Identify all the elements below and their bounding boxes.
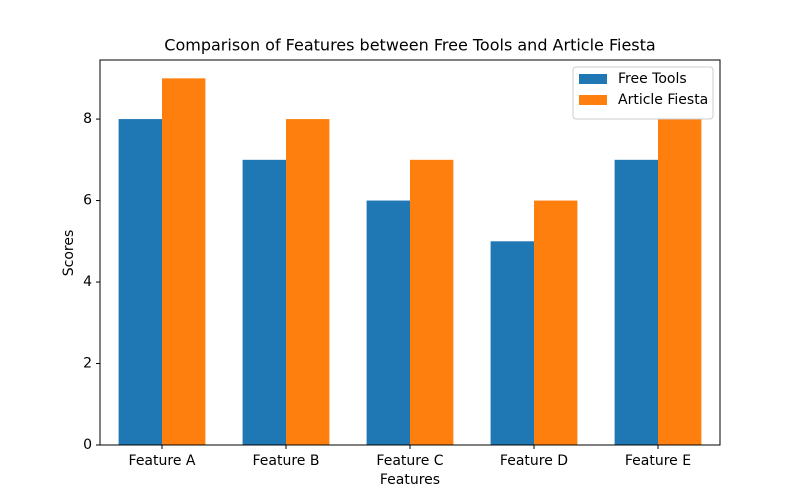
bar — [162, 78, 206, 445]
bar — [534, 200, 578, 445]
plot-frame — [99, 59, 721, 446]
legend: Free Tools Article Fiesta — [572, 66, 714, 120]
y-axis-label: Scores — [61, 230, 77, 277]
x-tick-label: Feature D — [500, 453, 568, 469]
y-tick-label: 4 — [83, 274, 92, 290]
legend-label: Free Tools — [618, 71, 687, 87]
x-tick-label: Feature B — [253, 453, 320, 469]
bar — [410, 159, 454, 445]
x-tick-label: Feature C — [376, 453, 443, 469]
x-tick-label: Feature A — [129, 453, 196, 469]
bar — [286, 119, 330, 446]
bar — [658, 119, 702, 446]
legend-frame — [572, 66, 714, 120]
legend-label: Article Fiesta — [618, 92, 708, 108]
y-tick-label: 6 — [83, 193, 92, 209]
bar — [366, 200, 410, 445]
y-tick-label: 8 — [83, 111, 92, 127]
x-axis-label: Features — [380, 472, 440, 488]
legend-swatch — [579, 95, 607, 105]
chart-title: Comparison of Features between Free Tool… — [164, 36, 655, 55]
y-tick-label: 2 — [83, 356, 92, 372]
x-tick-label: Feature E — [625, 453, 691, 469]
bar — [614, 159, 658, 445]
y-tick-label: 0 — [83, 437, 92, 453]
bar — [242, 159, 286, 445]
bar — [118, 119, 162, 446]
legend-swatch — [579, 74, 607, 84]
bar — [490, 241, 534, 445]
